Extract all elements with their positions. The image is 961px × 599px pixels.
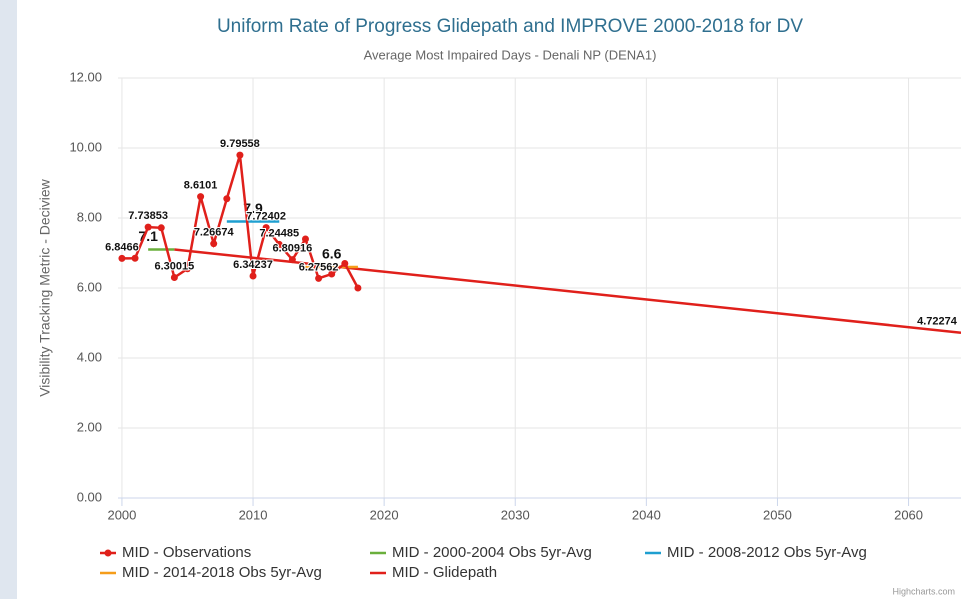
x-tick-label: 2040 (632, 507, 661, 522)
data-label: 6.6 (322, 246, 342, 262)
point (275, 240, 283, 248)
data-label: 6.34237 (233, 259, 273, 271)
chart-title: Uniform Rate of Progress Glidepath and I… (217, 16, 803, 37)
point (249, 272, 257, 280)
data-label: 6.27562 (299, 261, 339, 273)
point (236, 151, 244, 159)
data-label: 7.24485 (259, 227, 299, 239)
point (315, 274, 323, 282)
point (144, 223, 152, 231)
point (170, 273, 178, 281)
data-label: 8.6101 (184, 180, 218, 192)
point (341, 260, 349, 267)
point (183, 265, 191, 273)
point (328, 270, 336, 278)
credit: Highcharts.com (892, 586, 955, 596)
y-tick-label: 8.00 (77, 209, 102, 224)
data-label: 7.26674 (194, 227, 235, 239)
point (131, 254, 139, 262)
y-tick-label: 2.00 (77, 419, 102, 434)
series-line (174, 248, 961, 334)
data-label: 9.79558 (220, 138, 260, 150)
y-tick-label: 10.00 (69, 139, 102, 154)
point (118, 254, 126, 262)
y-tick-label: 4.00 (77, 349, 102, 364)
x-tick-label: 2050 (763, 507, 792, 522)
point (354, 284, 362, 292)
y-tick-label: 6.00 (77, 279, 102, 294)
legend-label: MID - Observations (122, 544, 251, 561)
data-label: 6.30015 (154, 260, 194, 272)
data-label: 6.80916 (272, 243, 312, 255)
data-label: 7.73853 (128, 210, 168, 222)
chart-background (17, 0, 961, 599)
data-label: 7.9 (243, 200, 263, 216)
point (301, 235, 309, 243)
x-tick-label: 2060 (894, 507, 923, 522)
data-label: 6.8466 (105, 241, 139, 253)
chart-subtitle: Average Most Impaired Days - Denali NP (… (364, 47, 657, 62)
legend-label: MID - 2014-2018 Obs 5yr-Avg (122, 564, 322, 581)
legend-label: MID - 2000-2004 Obs 5yr-Avg (392, 544, 592, 561)
x-tick-label: 2000 (107, 507, 136, 522)
point (223, 195, 231, 203)
point (288, 256, 296, 264)
y-tick-label: 12.00 (69, 69, 102, 84)
x-tick-label: 2010 (239, 507, 268, 522)
point (210, 240, 218, 248)
y-axis-title: Visibility Tracking Metric - Deciview (37, 178, 53, 396)
data-label: 7.72402 (246, 211, 286, 223)
point (197, 193, 205, 201)
x-tick-label: 2030 (501, 507, 530, 522)
y-tick-label: 0.00 (77, 489, 102, 504)
legend-label: MID - Glidepath (392, 564, 497, 581)
point (157, 224, 165, 232)
point (262, 224, 270, 232)
x-tick-label: 2020 (370, 507, 399, 522)
legend-label: MID - 2008-2012 Obs 5yr-Avg (667, 544, 867, 561)
data-label: 4.72274 (917, 316, 958, 328)
legend-marker (104, 549, 112, 557)
